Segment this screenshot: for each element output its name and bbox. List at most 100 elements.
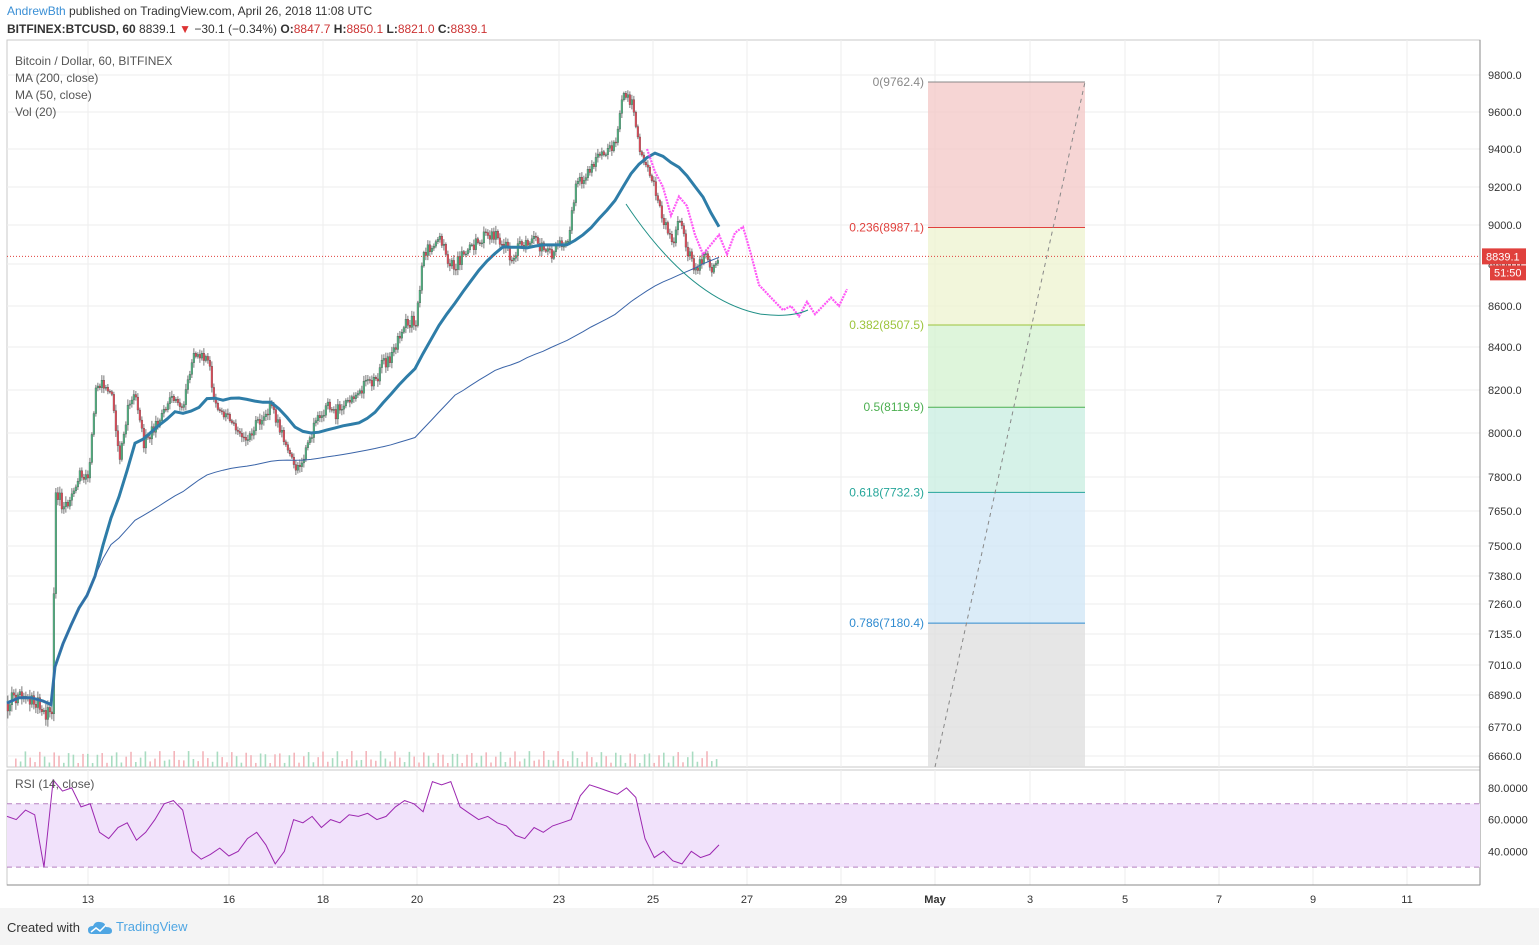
candle-body bbox=[212, 387, 215, 399]
candle-body bbox=[618, 113, 621, 130]
last-price-label: 8839.1 bbox=[1486, 251, 1520, 263]
candle-body bbox=[208, 360, 211, 367]
volume-bar bbox=[370, 759, 372, 767]
candle-body bbox=[466, 249, 469, 255]
candle-body bbox=[168, 397, 171, 404]
candle-body bbox=[374, 377, 377, 380]
volume-bar bbox=[672, 756, 675, 767]
ohlc-bar: BITFINEX:BTCUSD, 60 8839.1 ▼ −30.1 (−0.3… bbox=[7, 22, 487, 36]
candle-body bbox=[570, 210, 573, 231]
candle-body bbox=[420, 265, 423, 291]
y-tick-label: 8400.0 bbox=[1488, 342, 1522, 354]
candle-body bbox=[122, 433, 125, 444]
volume-bar bbox=[586, 751, 588, 767]
candle-body bbox=[86, 474, 89, 479]
candle-body bbox=[282, 430, 285, 443]
candle-body bbox=[194, 353, 197, 357]
volume-bar bbox=[365, 751, 367, 767]
candle-body bbox=[712, 265, 715, 273]
candle-body bbox=[540, 242, 543, 252]
candle-body bbox=[672, 241, 675, 244]
candle-body bbox=[118, 445, 121, 460]
x-tick-label: 9 bbox=[1310, 894, 1316, 906]
volume-bar bbox=[53, 752, 55, 767]
candle-body bbox=[288, 449, 291, 455]
candle-body bbox=[74, 486, 77, 492]
candle-body bbox=[18, 691, 21, 696]
volume-bar bbox=[701, 758, 703, 767]
candle-body bbox=[626, 94, 629, 98]
volume-bar bbox=[389, 761, 391, 767]
candle-body bbox=[602, 151, 605, 156]
volume-bar bbox=[327, 761, 329, 767]
candle-body bbox=[576, 181, 579, 185]
candle-body bbox=[384, 358, 387, 368]
candle-body bbox=[414, 325, 417, 327]
candle-body bbox=[196, 354, 199, 357]
volume-bar bbox=[490, 762, 492, 767]
candle-body bbox=[490, 231, 493, 240]
candle-body bbox=[100, 380, 103, 388]
legend-ma50[interactable]: MA (50, close) bbox=[15, 88, 92, 102]
candle-body bbox=[520, 241, 523, 246]
volume-bar bbox=[696, 761, 699, 767]
fib-level-label: 0.618(7732.3) bbox=[849, 485, 924, 499]
volume-bar bbox=[259, 753, 262, 767]
candle-body bbox=[328, 401, 331, 410]
candle-body bbox=[10, 692, 13, 706]
candle-body bbox=[204, 356, 207, 361]
volume-bar bbox=[600, 752, 603, 767]
rsi-band bbox=[7, 803, 1480, 868]
fib-zone bbox=[928, 407, 1085, 493]
candle-body bbox=[220, 410, 223, 412]
candle-body bbox=[36, 697, 39, 708]
volume-bar bbox=[43, 756, 46, 767]
legend-volume[interactable]: Vol (20) bbox=[15, 105, 57, 119]
last-price: 8839.1 bbox=[139, 22, 176, 36]
volume-bar bbox=[504, 762, 507, 767]
volume-bar bbox=[202, 751, 204, 767]
candle-body bbox=[8, 704, 11, 712]
candle-body bbox=[120, 443, 123, 460]
publish-info: AndrewBth published on TradingView.com, … bbox=[7, 4, 372, 18]
candle-body bbox=[666, 222, 669, 234]
volume-bar bbox=[120, 762, 123, 767]
candle-body bbox=[90, 434, 93, 463]
candle-body bbox=[296, 465, 299, 471]
candle-body bbox=[498, 237, 501, 245]
candle-body bbox=[172, 396, 175, 401]
x-tick-label: 3 bbox=[1027, 894, 1033, 906]
volume-bar bbox=[451, 753, 454, 767]
candle-body bbox=[488, 235, 491, 240]
price-change: −30.1 (−0.34%) bbox=[194, 22, 278, 36]
candle-body bbox=[536, 237, 539, 244]
candle-body bbox=[210, 366, 213, 388]
candle-body bbox=[558, 240, 561, 244]
candle-body bbox=[456, 256, 459, 270]
y-tick-label: 7650.0 bbox=[1488, 506, 1522, 518]
volume-bar bbox=[485, 752, 487, 767]
price-chart[interactable]: 13 16 18 20 23 25 27 29 May 3 5 7 9 11 9800.0 9600.0 940… bbox=[0, 0, 1539, 908]
legend-ma200[interactable]: MA (200, close) bbox=[15, 71, 99, 85]
candle-body bbox=[468, 244, 471, 251]
candle-body bbox=[638, 136, 641, 152]
y-tick-label: 9000.0 bbox=[1488, 220, 1522, 232]
candle-body bbox=[442, 244, 445, 246]
candle-body bbox=[386, 356, 389, 368]
candle-body bbox=[650, 175, 653, 181]
candle-body bbox=[604, 154, 607, 156]
x-tick-label: 7 bbox=[1216, 894, 1222, 906]
candle-body bbox=[180, 406, 183, 408]
tradingview-link[interactable]: TradingView bbox=[88, 919, 188, 935]
volume-bar bbox=[48, 762, 51, 767]
rounding-arc bbox=[625, 203, 809, 316]
candle-body bbox=[394, 347, 397, 350]
volume-bar bbox=[19, 761, 22, 767]
volume-bar bbox=[423, 752, 425, 767]
created-with-text: Created with bbox=[7, 920, 80, 935]
rsi-legend[interactable]: RSI (14, close) bbox=[15, 777, 95, 791]
candle-body bbox=[554, 245, 557, 252]
candle-body bbox=[132, 394, 135, 401]
x-tick-label: 20 bbox=[411, 894, 423, 906]
author-link[interactable]: AndrewBth bbox=[7, 4, 66, 18]
